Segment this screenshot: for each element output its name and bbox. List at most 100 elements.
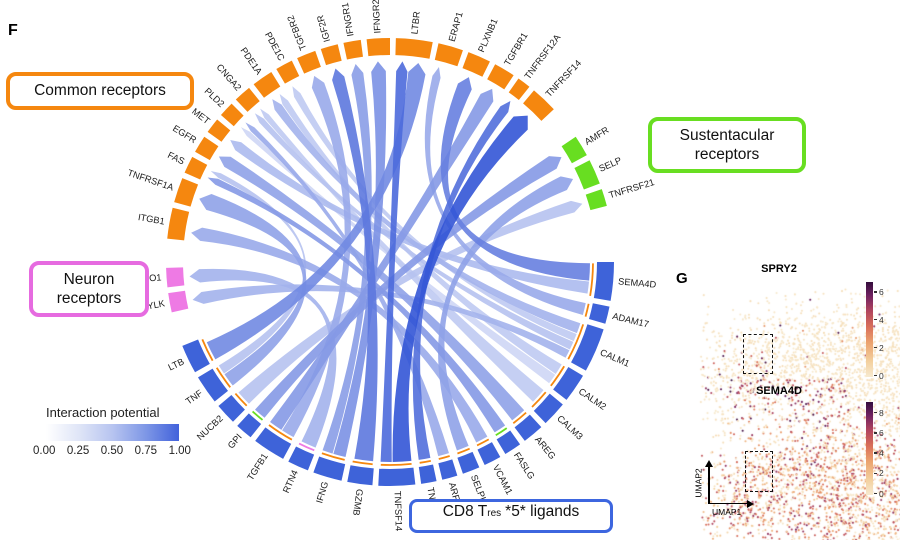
arc-segment-TNFRSF21 xyxy=(585,189,607,211)
chord-ribbon-RTN4-LINGO1 xyxy=(189,268,337,448)
umap-title-sema4d: SEMA4D xyxy=(756,385,802,397)
arc-segment-RTN4 xyxy=(288,446,315,471)
gene-label-ERAP1: ERAP1 xyxy=(447,11,465,43)
umap1-axis-line xyxy=(708,502,748,505)
ligand-target-group-tick xyxy=(419,459,431,464)
colorbar-tick-SEMA4D-2: 2 xyxy=(874,468,884,478)
colorbar-tick-SEMA4D-6: 6 xyxy=(874,428,884,438)
arc-segment-SEMA4D xyxy=(593,262,614,301)
colorbar-spry2 xyxy=(866,282,873,377)
gene-label-CALM3: CALM3 xyxy=(555,413,585,441)
umap1-axis-arrowhead xyxy=(747,499,754,508)
neuron-receptors-box: Neuron receptors xyxy=(29,261,149,317)
chord-ribbon-GZMB-IGF2R xyxy=(332,68,378,462)
chord-ribbon-AREG-EGFR xyxy=(218,156,525,421)
gene-label-CALM2: CALM2 xyxy=(577,386,608,412)
chord-ribbon-SEMA4D-PLXNB1 xyxy=(440,77,590,281)
arc-segment-LTBR xyxy=(395,38,433,59)
chord-ribbon-TNFSF14-LTBR xyxy=(380,61,408,463)
arc-segment-ERAP1 xyxy=(434,43,463,67)
gene-label-EGFR: EGFR xyxy=(171,123,198,145)
gene-label-PLD2: PLD2 xyxy=(202,86,226,109)
gene-label-FASLG: FASLG xyxy=(512,450,537,481)
chord-ribbon-TNFSF14-TNFRSF14 xyxy=(392,115,528,462)
arc-segment-TNFRSF12A xyxy=(508,78,530,101)
ligand-target-group-tick xyxy=(251,410,264,421)
arc-segment-SELPLG xyxy=(457,451,480,474)
arc-segment-LINGO1 xyxy=(166,267,185,288)
ligand-target-group-tick xyxy=(584,303,590,317)
arc-segment-PLD2 xyxy=(220,103,244,127)
gene-label-TNFSF14: TNFSF14 xyxy=(393,491,404,532)
roi-dashed-box-sema4d xyxy=(745,451,773,492)
arc-segment-MET xyxy=(207,119,231,142)
gene-label-ADAM17: ADAM17 xyxy=(611,311,650,330)
ligand-target-group-tick xyxy=(495,427,508,437)
ligand-target-group-tick xyxy=(589,263,594,297)
colorbar-ticks-spry2: 6 4 2 0 xyxy=(874,282,894,381)
arc-segment-ITGB1 xyxy=(167,207,190,241)
arc-segment-AMFR xyxy=(561,136,587,164)
gene-label-TGFBR2: TGFBR2 xyxy=(285,14,308,52)
gene-label-GPI: GPI xyxy=(226,432,244,451)
ligand-target-group-tick xyxy=(457,447,470,455)
umap1-axis-label: UMAP1 xyxy=(712,507,742,517)
colorbar-tick-SPRY2-6: 6 xyxy=(874,287,884,297)
panel-f-label: F xyxy=(8,22,18,39)
umap-title-spry2: SPRY2 xyxy=(761,263,797,275)
roi-dashed-box-spry2 xyxy=(743,334,773,374)
ligand-target-group-tick xyxy=(550,365,565,387)
ligand-target-group-tick xyxy=(321,452,345,461)
arc-segment-IFNGR1 xyxy=(343,39,363,60)
ligand-target-group-tick xyxy=(234,392,248,407)
legend-gradient-bar xyxy=(46,424,179,441)
sustentacular-receptors-label-line1: Sustentacular xyxy=(679,126,775,144)
gene-label-IFNG: IFNG xyxy=(314,480,330,504)
arc-segment-AREG xyxy=(514,414,542,441)
ligand-target-group-tick xyxy=(567,324,585,360)
gene-label-MET: MET xyxy=(190,106,212,126)
gene-label-SEMA4D: SEMA4D xyxy=(618,276,657,289)
legend-tick: 1.00 xyxy=(168,445,191,457)
neuron-receptors-label-line1: Neuron xyxy=(63,270,115,288)
colorbar-sema4d xyxy=(866,402,873,495)
ligand-target-group-tick xyxy=(352,460,373,466)
arc-segment-MYLK xyxy=(168,290,189,313)
chord-ribbon-IFNG-IFNGR1 xyxy=(322,63,372,454)
gene-label-IFNGR1: IFNGR1 xyxy=(340,2,356,37)
neuron-receptors-label-line2: receptors xyxy=(56,290,122,307)
gene-label-CALM1: CALM1 xyxy=(599,347,631,368)
cd8-label-suffix: *5* ligands xyxy=(505,503,580,520)
legend-tick: 0.00 xyxy=(33,445,56,457)
arc-segment-PDE1C xyxy=(276,60,300,84)
ligand-target-group-tick xyxy=(438,455,450,460)
arc-segment-EGFR xyxy=(195,136,219,161)
ligand-target-group-tick xyxy=(268,424,293,441)
arc-segment-CALM3 xyxy=(533,393,563,424)
chord-ribbon-TNFSF12-TNFRSF12A xyxy=(412,101,511,460)
arc-segment-ADAM17 xyxy=(588,303,610,324)
gene-label-LTB: LTB xyxy=(167,356,186,372)
chord-ribbon-TGFB1-TGFBR1 xyxy=(270,88,494,430)
common-receptors-box: Common receptors xyxy=(6,72,194,110)
sustentacular-receptors-box: Sustentacular receptors xyxy=(648,117,806,173)
interaction-potential-legend: Interaction potential 0.00 0.25 0.50 0.7… xyxy=(33,405,226,457)
arc-segment-ARF1 xyxy=(438,459,458,480)
gene-label-TNFRSF21: TNFRSF21 xyxy=(608,177,656,200)
colorbar-tick-SPRY2-0: 0 xyxy=(874,371,884,381)
arc-segment-FASLG xyxy=(496,430,521,455)
umap2-axis-arrowhead xyxy=(705,460,713,467)
legend-tick: 0.75 xyxy=(134,445,158,457)
arc-segment-CALM1 xyxy=(571,324,604,371)
arc-segment-PLXNB1 xyxy=(462,52,490,77)
gene-label-AREG: AREG xyxy=(533,435,558,462)
gene-label-PDE1A: PDE1A xyxy=(238,46,264,77)
ligand-target-group-tick xyxy=(215,367,231,388)
gene-label-IFNGR2: IFNGR2 xyxy=(371,0,383,34)
cd8-label-subscript: res xyxy=(487,508,502,519)
colorbar-tick-SPRY2-4: 4 xyxy=(874,315,884,325)
gene-label-VCAM1: VCAM1 xyxy=(491,463,515,496)
gene-label-TGFBR1: TGFBR1 xyxy=(502,31,529,68)
chord-ribbon-SELPLG-SELP xyxy=(438,176,574,451)
arc-segment-GZMB xyxy=(347,465,374,486)
